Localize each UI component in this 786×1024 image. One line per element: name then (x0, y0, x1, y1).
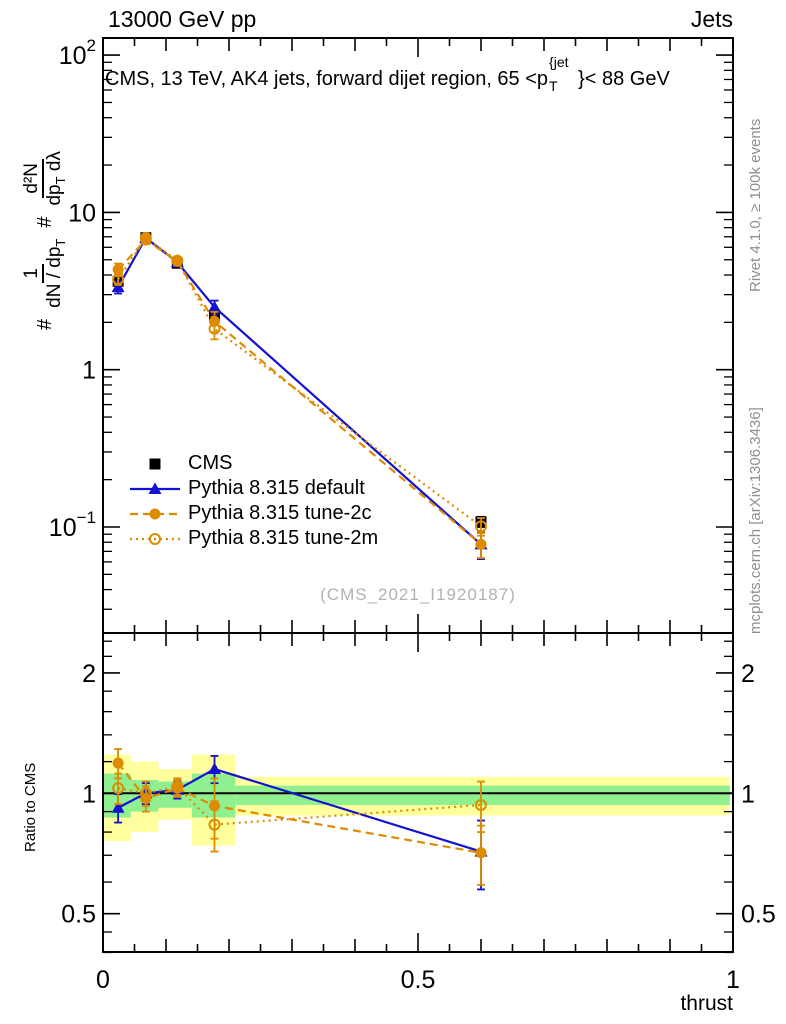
data-point-marker-filled-circle (475, 847, 487, 859)
ylabel-hash-1: # (33, 318, 56, 330)
data-point-marker-open-circle (139, 231, 152, 244)
ratio-y-tick-label-right: 1 (741, 780, 755, 808)
data-point-marker-open-circle (112, 273, 125, 286)
data-point-marker-filled-circle (149, 508, 161, 519)
x-tick-label: 1 (726, 966, 740, 994)
beam-energy-label: 13000 GeV pp (108, 6, 257, 32)
plot-title-text: CMS, 13 TeV, AK4 jets, forward dijet reg… (105, 68, 549, 90)
cms-square-marker-icon (130, 453, 180, 475)
legend-item-pythia-tune2c: Pythia 8.315 tune-2c (130, 501, 378, 526)
ylabel-frac2-denominator: dpT dλ (44, 151, 69, 206)
data-point-marker-triangle (208, 300, 222, 313)
legend-item-cms: CMS (130, 451, 378, 476)
legend-label-cms: CMS (188, 452, 233, 474)
main-y-tick-label: 1 (82, 357, 96, 385)
data-point-marker-filled-circle (112, 757, 124, 769)
rivet-version-note: Rivet 4.1.0, ≥ 100k events (747, 118, 764, 292)
data-point-marker-open-circle (475, 520, 487, 533)
analysis-id-watermark: (CMS_2021_I1920187) (320, 585, 516, 604)
plot-title: CMS, 13 TeV, AK4 jets, forward dijet reg… (105, 54, 670, 94)
data-point-marker-triangle (111, 280, 125, 293)
main-series-pythia-8-315-tune-2m (112, 231, 487, 537)
analysis-group-label: Jets (690, 6, 733, 32)
ylabel-frac2-numerator: d²N (21, 159, 45, 198)
series-line (117, 236, 482, 528)
ylabel-fraction-2: d²N dpT dλ (21, 149, 69, 207)
ylabel-frac1-denominator: dN / dpT (44, 238, 69, 308)
legend-marker-canvas (130, 508, 180, 519)
legend-label-pythia-default: Pythia 8.315 default (188, 477, 365, 499)
main-y-tick-label: 10−1 (49, 508, 96, 542)
ylabel-hash-2: # (33, 216, 56, 228)
x-axis-label: thrust (680, 992, 733, 1015)
ratio-y-tick-label-right: 2 (741, 660, 755, 688)
ratio-y-tick-label-left: 0.5 (61, 901, 96, 929)
data-point-marker-triangle (208, 762, 222, 775)
x-tick-label: 0 (96, 966, 110, 994)
ylabel-frac1-numerator: 1 (21, 263, 45, 283)
legend: CMS Pythia 8.315 default Pythia 8.315 tu… (130, 451, 378, 551)
legend-marker-canvas (149, 458, 161, 469)
axis-tick-labels: 102 10 1 10−1 2 2 1 1 0.5 0.5 0 0.5 1 (49, 36, 776, 994)
data-point-marker-open-circle (171, 780, 184, 793)
plot-title-superscript: {jet (549, 54, 569, 70)
data-point-marker-filled-circle (475, 538, 487, 550)
green-band-segment (235, 785, 730, 805)
ratio-y-tick-label-left: 1 (82, 780, 96, 808)
pythia-tune2m-open-circle-marker-icon (130, 528, 180, 550)
pt-jet-supsub: {jet T (548, 54, 578, 94)
data-point-marker-open-circle (149, 532, 161, 545)
main-y-axis-label: # 1 dN / dpT # d²N dpT dλ (8, 149, 82, 330)
legend-item-pythia-tune2m: Pythia 8.315 tune-2m (130, 526, 378, 551)
plot-title-subscript: T (549, 78, 558, 94)
ratio-y-tick-label-left: 2 (82, 660, 96, 688)
data-point-marker-open-circle (112, 782, 125, 795)
legend-marker-canvas (130, 482, 180, 494)
data-point-marker-open-circle (171, 254, 184, 267)
data-point-marker-filled-circle (112, 264, 124, 276)
main-y-tick-label: 10 (68, 199, 96, 227)
main-y-tick-label: 102 (59, 36, 96, 70)
axis-ticks (102, 38, 734, 954)
data-point-marker-square (149, 458, 161, 469)
mcplots-arxiv-note: mcplots.cern.ch [arXiv:1306.3436] (747, 407, 764, 634)
data-point-marker-triangle (148, 482, 162, 494)
legend-marker-canvas (130, 532, 180, 545)
data-point-marker-open-circle (475, 798, 487, 811)
ratio-series-pythia-8-315-tune-2m (112, 772, 487, 853)
data-point-marker-open-circle (208, 322, 221, 335)
data-point-marker-open-circle (208, 818, 221, 831)
ratio-y-axis-label: Ratio to CMS (22, 762, 39, 852)
legend-label-pythia-tune2c: Pythia 8.315 tune-2c (188, 502, 372, 524)
legend-label-pythia-tune2m: Pythia 8.315 tune-2m (188, 527, 379, 549)
ratio-y-tick-label-right: 0.5 (741, 901, 776, 929)
pythia-tune2c-circle-marker-icon (130, 503, 180, 525)
legend-item-pythia-default: Pythia 8.315 default (130, 476, 378, 501)
plot-title-tail: }< 88 GeV (578, 68, 670, 90)
x-tick-label: 0.5 (401, 966, 436, 994)
pythia-default-triangle-marker-icon (130, 478, 180, 500)
ylabel-fraction-1: 1 dN / dpT (21, 237, 69, 310)
data-point-marker-open-circle (139, 787, 152, 800)
data-point-marker-triangle (111, 801, 125, 813)
